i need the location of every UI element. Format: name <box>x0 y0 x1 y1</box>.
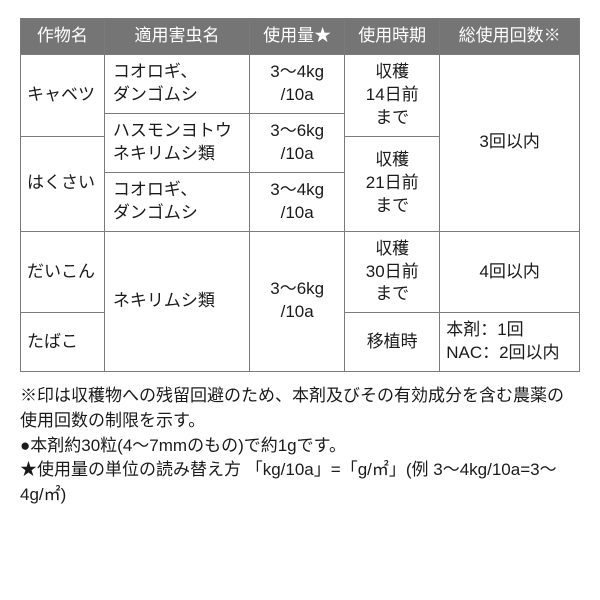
pest-cell: ハスモンヨトウネキリムシ類 <box>104 113 249 172</box>
table-row: キャベツ コオロギ、ダンゴムシ 3～4kg/10a 収穫14日前まで 3回以内 <box>21 54 580 113</box>
timing-cell: 収穫30日前まで <box>345 231 440 313</box>
count-cell: 4回以内 <box>440 231 580 313</box>
footnotes: ※印は収穫物への残留回避のため、本剤及びその有効成分を含む農薬の使用回数の制限を… <box>20 384 580 507</box>
pest-cell: ネキリムシ類 <box>104 231 249 372</box>
header-timing: 使用時期 <box>345 19 440 55</box>
pest-cell: コオロギ、ダンゴムシ <box>104 54 249 113</box>
footnote-bullet: ●本剤約30粒(4～7mmのもの)で約1gです。 <box>20 434 580 459</box>
crop-cabbage: キャベツ <box>21 54 105 136</box>
header-crop: 作物名 <box>21 19 105 55</box>
count-cell: 3回以内 <box>440 54 580 231</box>
footnote-asterisk: ※印は収穫物への残留回避のため、本剤及びその有効成分を含む農薬の使用回数の制限を… <box>20 384 580 433</box>
header-count: 総使用回数※ <box>440 19 580 55</box>
amount-cell: 3～6kg/10a <box>250 231 345 372</box>
footnote-star: ★使用量の単位の読み替え方 「kg/10a」=「g/㎡」(例 3～4kg/10a… <box>20 458 580 507</box>
pesticide-usage-table: 作物名 適用害虫名 使用量★ 使用時期 総使用回数※ キャベツ コオロギ、ダンゴ… <box>20 18 580 372</box>
timing-cell: 移植時 <box>345 313 440 372</box>
header-amount: 使用量★ <box>250 19 345 55</box>
table-row: だいこん ネキリムシ類 3～6kg/10a 収穫30日前まで 4回以内 <box>21 231 580 313</box>
crop-daikon: だいこん <box>21 231 105 313</box>
header-pest: 適用害虫名 <box>104 19 249 55</box>
timing-cell: 収穫21日前まで <box>345 136 440 231</box>
crop-hakusai: はくさい <box>21 136 105 231</box>
amount-cell: 3～6kg/10a <box>250 113 345 172</box>
crop-tabako: たばこ <box>21 313 105 372</box>
header-row: 作物名 適用害虫名 使用量★ 使用時期 総使用回数※ <box>21 19 580 55</box>
amount-cell: 3～4kg/10a <box>250 54 345 113</box>
timing-cell: 収穫14日前まで <box>345 54 440 136</box>
amount-cell: 3～4kg/10a <box>250 172 345 231</box>
pest-cell: コオロギ、ダンゴムシ <box>104 172 249 231</box>
count-cell: 本剤：1回NAC：2回以内 <box>440 313 580 372</box>
